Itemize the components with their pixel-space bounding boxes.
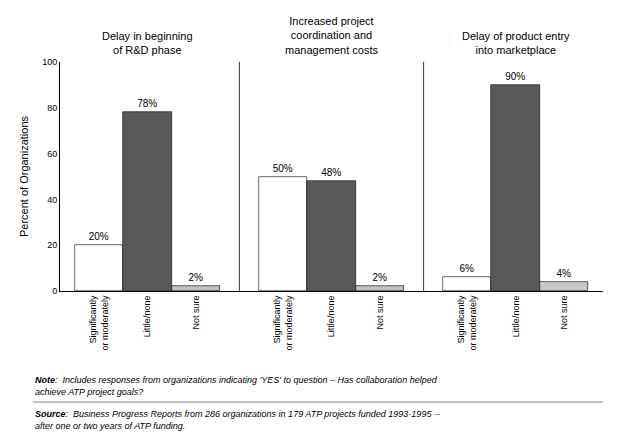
svg-text:Not sure: Not sure (191, 296, 201, 330)
svg-text:Little/none: Little/none (326, 296, 336, 338)
svg-text:4%: 4% (556, 268, 571, 279)
svg-text:0: 0 (52, 286, 57, 296)
svg-text:Increased projectcoordination: Increased projectcoordination andmanagem… (285, 15, 378, 56)
svg-text:Percent of Organizations: Percent of Organizations (18, 115, 30, 237)
svg-text:6%: 6% (459, 263, 474, 274)
svg-text:78%: 78% (137, 98, 157, 109)
svg-text:90%: 90% (505, 71, 525, 82)
svg-text:Little/none: Little/none (511, 296, 521, 338)
svg-text:60: 60 (47, 149, 57, 159)
svg-text:40: 40 (47, 195, 57, 205)
svg-text:Significantlyor moderately: Significantlyor moderately (88, 295, 110, 351)
svg-text:Little/none: Little/none (142, 296, 152, 338)
svg-text:Significantlyor moderately: Significantlyor moderately (272, 295, 294, 351)
svg-text:80: 80 (47, 103, 57, 113)
svg-text:Delay in beginningof R&D phase: Delay in beginningof R&D phase (102, 30, 193, 56)
svg-text:Source: Business Progress Rep: Source: Business Progress Reports from 2… (35, 409, 440, 431)
svg-text:2%: 2% (188, 272, 203, 283)
svg-text:Delay of product entryinto mar: Delay of product entryinto marketplace (462, 30, 570, 56)
svg-text:Not sure: Not sure (375, 296, 385, 330)
svg-text:48%: 48% (321, 167, 341, 178)
svg-text:2%: 2% (372, 272, 387, 283)
svg-text:100: 100 (42, 57, 57, 67)
svg-text:50%: 50% (273, 163, 293, 174)
svg-text:Note: Includes responses from: Note: Includes responses from organizati… (35, 375, 438, 397)
svg-text:20%: 20% (89, 231, 109, 242)
svg-text:20: 20 (47, 240, 57, 250)
svg-text:Not sure: Not sure (559, 296, 569, 330)
svg-text:Significantlyor moderately: Significantlyor moderately (456, 295, 478, 351)
